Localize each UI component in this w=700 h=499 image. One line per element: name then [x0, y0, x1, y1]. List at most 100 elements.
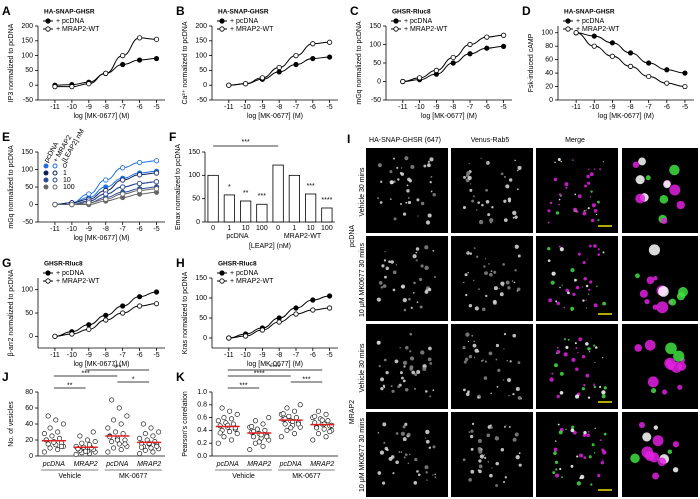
cell-speck — [465, 293, 468, 297]
cell-speck — [586, 258, 588, 260]
data-point — [103, 312, 109, 318]
cell-speck — [417, 473, 421, 477]
cell-speck — [652, 435, 664, 447]
cell-speck — [423, 164, 427, 168]
x-tick-label: -8 — [103, 104, 109, 111]
cell-speck — [553, 447, 558, 452]
cell-speck — [425, 471, 428, 474]
cell-speck — [514, 432, 519, 437]
cell-speck — [587, 168, 590, 171]
data-point — [315, 431, 321, 437]
cell-speck — [382, 422, 387, 427]
data-point — [52, 201, 58, 208]
x-tick-label: -10 — [589, 104, 599, 111]
cell-speck — [424, 437, 427, 439]
data-point — [69, 84, 75, 90]
cell-speck — [481, 360, 483, 362]
cell-speck — [644, 299, 650, 305]
data-point — [326, 54, 333, 60]
cell-speck — [645, 175, 651, 181]
cell-speck — [407, 462, 410, 465]
cell-speck — [392, 157, 395, 160]
legend-marker — [219, 18, 225, 24]
cell-speck — [377, 432, 380, 434]
cell-speck — [400, 167, 403, 169]
cell-speck — [432, 193, 436, 197]
cell-speck — [582, 211, 587, 216]
x-tick-label: -7 — [293, 352, 299, 359]
significance: *** — [302, 376, 310, 383]
x-tick-label: -6 — [310, 104, 316, 111]
data-point — [276, 319, 282, 325]
cell-speck — [570, 268, 575, 273]
y-tick-label: -50 — [197, 97, 207, 104]
cell-speck — [570, 464, 574, 468]
cell-speck — [558, 245, 561, 248]
cell-speck — [517, 396, 522, 400]
cell-speck — [516, 287, 521, 292]
cell-speck — [669, 184, 681, 196]
cell-speck — [427, 357, 432, 362]
cell-speck — [463, 388, 466, 392]
data-point — [103, 317, 109, 323]
data-point — [150, 433, 156, 439]
cell-speck — [511, 280, 514, 282]
cell-speck — [467, 175, 472, 181]
y-tick-label: -50 — [23, 219, 33, 226]
y-tick-label: 0.0 — [197, 453, 207, 460]
cell-speck — [648, 244, 661, 256]
cell-speck — [664, 357, 676, 370]
legend-label: + pcDNA — [56, 270, 85, 277]
data-point — [219, 405, 225, 411]
cell-speck — [584, 184, 587, 188]
cell-speck — [571, 159, 574, 162]
cell-speck — [587, 181, 591, 185]
cell-speck — [402, 437, 407, 442]
cell-speck — [497, 368, 501, 372]
y-tick-label: 0 — [29, 82, 33, 89]
x-tick-label: -10 — [67, 104, 77, 111]
x-tick-label: -5 — [153, 226, 159, 233]
data-point — [295, 421, 301, 427]
cell-speck — [405, 346, 409, 350]
data-point — [142, 447, 148, 453]
cell-speck — [380, 180, 383, 183]
cell-speck — [555, 211, 560, 215]
cell-speck — [382, 284, 387, 288]
cell-speck — [415, 259, 418, 262]
data-point — [627, 63, 634, 69]
cell-speck — [383, 358, 387, 362]
data-point — [400, 78, 406, 85]
data-point — [276, 64, 282, 71]
panel-letter: H — [176, 256, 185, 270]
cell-speck — [503, 332, 507, 336]
cell-speck — [578, 337, 583, 342]
x-tick-label: 1 — [227, 225, 231, 232]
x-tick-label: -11 — [50, 226, 60, 233]
cell-speck — [602, 301, 607, 306]
bar — [272, 164, 284, 223]
bar — [256, 203, 268, 223]
cell-speck — [487, 213, 491, 217]
data-point — [120, 52, 126, 59]
cell-speck — [405, 201, 408, 204]
cell-speck — [468, 303, 473, 308]
x-axis-label: log [MK-0677] (M) — [598, 113, 654, 120]
y-tick-label: 50 — [373, 60, 381, 67]
data-point — [153, 289, 160, 295]
x-tick-label: pcDNA — [42, 461, 66, 468]
row-label: 10 μM MK0677 30 mins — [359, 242, 366, 317]
cell-speck — [557, 157, 561, 162]
cell-speck — [486, 161, 489, 163]
cell-speck — [658, 286, 669, 297]
cell-speck — [377, 471, 382, 475]
cell-speck — [463, 175, 466, 179]
cell-speck — [632, 161, 640, 168]
cell-speck — [515, 387, 520, 392]
data-point — [103, 70, 109, 76]
cell-speck — [559, 286, 561, 289]
column-header: Venus-Rab5 — [471, 137, 510, 144]
x-tick-label: -11 — [50, 104, 60, 111]
cell-speck — [556, 301, 561, 306]
significance: * — [132, 376, 135, 383]
